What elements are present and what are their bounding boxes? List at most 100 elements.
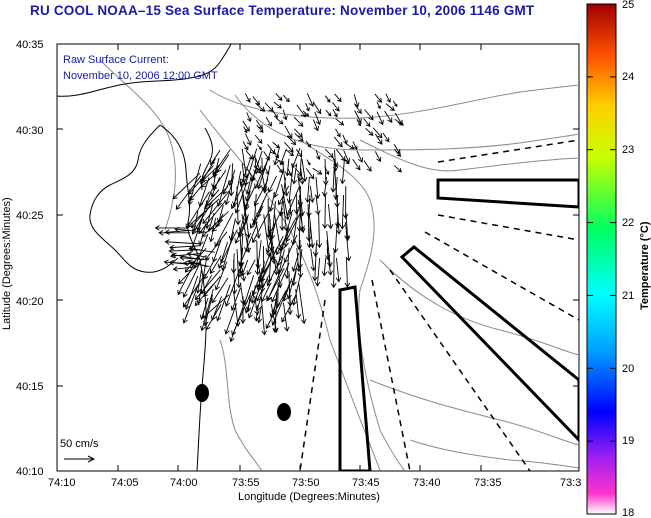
current-vector (250, 285, 256, 304)
current-vector (210, 149, 221, 166)
current-vector (164, 229, 190, 235)
current-vector (238, 224, 258, 267)
y-tick-label: 40:15 (16, 381, 44, 393)
current-vector (315, 150, 321, 161)
current-vector (270, 262, 290, 303)
current-vector (256, 306, 263, 324)
current-vector (174, 226, 207, 233)
current-vector (374, 93, 383, 103)
current-vector (272, 110, 278, 119)
current-vector (304, 176, 311, 204)
current-vector (342, 185, 349, 220)
current-vector (356, 150, 364, 163)
x-tick-label: 73:40 (413, 477, 441, 489)
current-vector (298, 283, 307, 325)
current-vector (231, 259, 238, 295)
current-vector (235, 186, 241, 226)
current-vector (246, 112, 252, 123)
current-vector (278, 185, 290, 206)
current-vector (332, 102, 340, 112)
current-vector (352, 159, 361, 171)
current-vector (239, 157, 252, 187)
current-vector (326, 248, 333, 276)
current-vector (324, 95, 331, 103)
current-vector (185, 191, 210, 230)
map-title: RU COOL NOAA–15 Sea Surface Temperature:… (30, 3, 535, 18)
colorbar-tick-label: 25 (622, 0, 634, 11)
current-vector (242, 194, 252, 239)
current-vector (306, 159, 311, 166)
plot-frame (56, 43, 580, 472)
current-vector (244, 233, 250, 253)
info-line-2: November 10, 2006 12:00 GMT (63, 70, 218, 82)
current-vector (253, 155, 259, 175)
current-vector (376, 101, 381, 110)
current-vector (316, 212, 323, 249)
current-vector (242, 120, 250, 132)
current-vector (275, 117, 284, 125)
current-vector (283, 302, 290, 332)
current-vector (179, 255, 210, 261)
current-vector (205, 189, 220, 206)
current-vector (394, 118, 404, 126)
current-vector (265, 290, 287, 330)
current-vector (312, 167, 323, 175)
x-tick-label: 74:05 (111, 477, 139, 489)
current-vector (207, 212, 215, 233)
current-vector (364, 109, 374, 121)
current-vector (321, 257, 328, 277)
x-tick-label: 73:50 (292, 477, 320, 489)
current-vector (345, 230, 352, 262)
current-vector (291, 269, 297, 287)
x-tick-label: 74:00 (170, 477, 198, 489)
current-vector (285, 149, 295, 157)
current-vector (189, 185, 203, 202)
current-vector (182, 273, 206, 308)
current-vector (194, 283, 214, 307)
current-vector (374, 151, 382, 163)
current-vector (245, 178, 252, 195)
survey-tracks (299, 139, 579, 471)
current-vector (305, 103, 310, 112)
current-vector (255, 103, 266, 112)
current-vector (212, 169, 227, 191)
current-vector (298, 194, 305, 231)
x-axis-title: Longitude (Degrees:Minutes) (238, 491, 380, 503)
current-vector (201, 294, 230, 319)
y-tick-label: 40:20 (16, 296, 44, 308)
current-vector (172, 172, 201, 200)
colorbar-tick-label: 18 (622, 507, 634, 518)
current-vector (214, 261, 228, 291)
current-vector (332, 109, 338, 118)
current-vector (294, 133, 304, 142)
current-vector (182, 284, 199, 324)
current-vector (310, 248, 316, 272)
current-vector (325, 109, 332, 117)
current-vector (281, 294, 297, 323)
current-vector (279, 211, 285, 232)
current-vector (244, 93, 251, 103)
current-vector (363, 160, 372, 172)
current-vector (330, 248, 337, 289)
current-vector (314, 257, 321, 287)
current-vector (247, 284, 261, 319)
current-vector (385, 93, 391, 103)
current-vector (182, 260, 200, 267)
x-tick-label: 73:45 (352, 477, 380, 489)
current-vector (295, 289, 302, 319)
current-vector (172, 266, 196, 272)
current-vector (326, 230, 333, 268)
current-vector (230, 182, 245, 210)
colorbar-tick-label: 19 (622, 435, 634, 447)
current-vector (244, 290, 255, 314)
buoy-marker (277, 403, 291, 421)
current-vector (158, 229, 191, 236)
current-vector (217, 241, 229, 269)
current-vector (384, 110, 393, 124)
current-vector (211, 277, 229, 304)
current-vector (168, 248, 201, 254)
x-tick-label: 74:10 (48, 477, 76, 489)
current-vectors (154, 93, 404, 343)
current-vector (374, 133, 383, 145)
